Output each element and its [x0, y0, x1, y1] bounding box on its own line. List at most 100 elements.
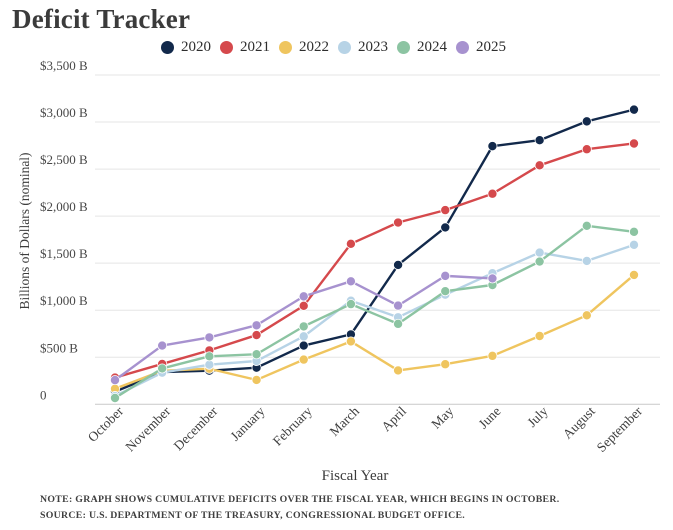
point-2024-april[interactable]: [393, 318, 404, 329]
point-2024-september[interactable]: [628, 226, 639, 237]
legend-item-2023[interactable]: 2023: [338, 39, 388, 56]
legend-label: 2021: [240, 39, 270, 55]
y-tick-label: $1,500 B: [40, 246, 88, 261]
point-2022-january[interactable]: [251, 374, 262, 385]
point-2021-may[interactable]: [440, 205, 451, 216]
legend-item-2020[interactable]: 2020: [161, 39, 211, 56]
point-2024-august[interactable]: [581, 220, 592, 231]
x-tick-label-february: February: [270, 403, 315, 448]
point-2025-december[interactable]: [204, 332, 215, 343]
point-2024-july[interactable]: [534, 256, 545, 267]
y-axis-title: Billions of Dollars (nominal): [17, 152, 32, 310]
y-tick-label: $3,500 B: [40, 58, 88, 73]
point-2025-may[interactable]: [440, 270, 451, 281]
point-2021-august[interactable]: [581, 144, 592, 155]
legend-item-2021[interactable]: 2021: [220, 39, 270, 56]
point-2021-march[interactable]: [345, 238, 356, 249]
point-2021-january[interactable]: [251, 330, 262, 341]
point-2024-february[interactable]: [298, 321, 309, 332]
point-2025-april[interactable]: [393, 300, 404, 311]
line-2022: [113, 273, 636, 390]
legend-item-2022[interactable]: 2022: [279, 39, 329, 56]
point-2023-august[interactable]: [581, 255, 592, 266]
y-tick-label: $500 B: [40, 340, 78, 355]
legend-dot-2023: [338, 41, 351, 54]
point-2025-february[interactable]: [298, 291, 309, 302]
point-2023-february[interactable]: [298, 331, 309, 342]
y-tick-label: $3,000 B: [40, 105, 88, 120]
x-axis-title: Fiscal Year: [321, 468, 389, 484]
x-tick-label-september: September: [594, 403, 646, 455]
point-2025-june[interactable]: [487, 273, 498, 284]
point-2024-october[interactable]: [110, 392, 121, 403]
point-2024-january[interactable]: [251, 349, 262, 360]
x-tick-label-june: June: [475, 404, 503, 432]
point-2022-september[interactable]: [628, 269, 639, 280]
line-2020: [113, 108, 636, 393]
x-tick-label-december: December: [171, 403, 221, 453]
point-2022-february[interactable]: [298, 354, 309, 365]
point-2024-november[interactable]: [157, 363, 168, 374]
legend-label: 2020: [181, 39, 211, 55]
point-2020-february[interactable]: [298, 340, 309, 351]
point-2023-december[interactable]: [204, 359, 215, 370]
point-2022-august[interactable]: [581, 310, 592, 321]
legend-dot-2024: [397, 41, 410, 54]
legend-label: 2025: [476, 39, 506, 55]
legend-dot-2020: [161, 41, 174, 54]
point-2021-july[interactable]: [534, 160, 545, 171]
point-2021-september[interactable]: [628, 138, 639, 149]
point-2021-april[interactable]: [393, 217, 404, 228]
point-2020-july[interactable]: [534, 135, 545, 146]
legend-item-2025[interactable]: 2025: [456, 39, 506, 56]
point-2020-june[interactable]: [487, 141, 498, 152]
y-tick-label: 0: [40, 387, 47, 402]
point-2022-may[interactable]: [440, 359, 451, 370]
legend-dot-2025: [456, 41, 469, 54]
legend-dot-2021: [220, 41, 233, 54]
point-2022-june[interactable]: [487, 350, 498, 361]
line-2023: [113, 243, 636, 398]
point-2025-november[interactable]: [157, 340, 168, 351]
x-tick-label-october: October: [85, 403, 127, 445]
point-2023-september[interactable]: [628, 239, 639, 250]
x-tick-label-april: April: [378, 403, 409, 434]
y-tick-label: $2,000 B: [40, 199, 88, 214]
legend-dot-2022: [279, 41, 292, 54]
page-title: Deficit Tracker: [12, 4, 191, 34]
line-2024: [113, 224, 636, 400]
point-2024-march[interactable]: [345, 299, 356, 310]
point-2023-july[interactable]: [534, 247, 545, 258]
legend: 2020 2021 2022 2023 2024 2025: [161, 39, 506, 56]
point-2025-january[interactable]: [251, 320, 262, 331]
line-2021: [113, 142, 636, 379]
legend-label: 2022: [299, 39, 329, 55]
point-2025-october[interactable]: [110, 375, 121, 386]
point-2022-march[interactable]: [345, 336, 356, 347]
point-2020-may[interactable]: [440, 222, 451, 233]
point-2024-may[interactable]: [440, 286, 451, 297]
x-tick-label-march: March: [327, 403, 363, 439]
legend-label: 2024: [417, 39, 447, 55]
legend-item-2024[interactable]: 2024: [397, 39, 447, 56]
y-tick-label: $1,000 B: [40, 293, 88, 308]
point-2020-april[interactable]: [393, 259, 404, 270]
note-text: NOTE: GRAPH SHOWS CUMULATIVE DEFICITS OV…: [40, 494, 560, 505]
x-tick-label-july: July: [524, 403, 551, 430]
point-2022-july[interactable]: [534, 330, 545, 341]
point-2021-february[interactable]: [298, 300, 309, 311]
point-2021-june[interactable]: [487, 188, 498, 199]
point-2020-august[interactable]: [581, 116, 592, 127]
x-tick-label-may: May: [428, 403, 456, 431]
line-chart: 0 $500 B $1,000 B $1,500 B $2,000 B $2,500 B $…: [40, 58, 660, 455]
point-2024-december[interactable]: [204, 351, 215, 362]
legend-label: 2023: [358, 39, 388, 55]
point-2025-march[interactable]: [345, 276, 356, 287]
point-2020-september[interactable]: [628, 104, 639, 115]
x-tick-label-august: August: [560, 403, 598, 441]
x-tick-label-november: November: [122, 403, 173, 454]
point-2022-april[interactable]: [393, 365, 404, 376]
x-tick-label-january: January: [227, 403, 267, 443]
source-text: SOURCE: U.S. DEPARTMENT OF THE TREASURY,…: [40, 510, 466, 521]
